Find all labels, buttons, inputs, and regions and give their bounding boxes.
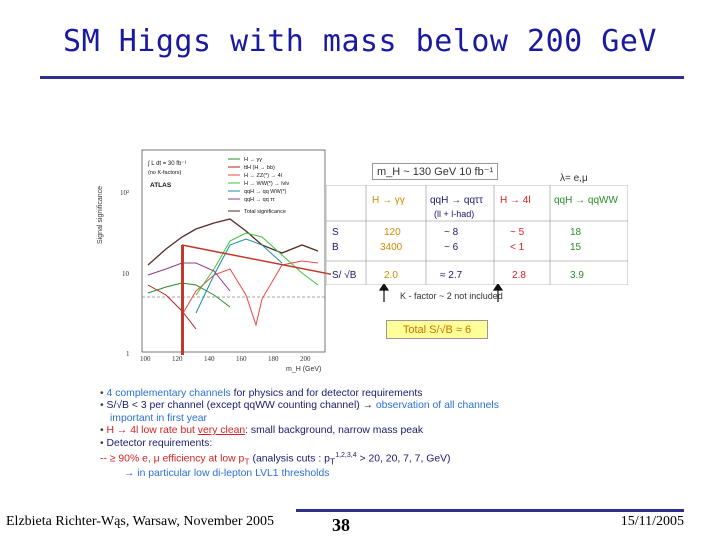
- plot-frame: [141, 149, 326, 353]
- bullet-text: observation of all channels: [375, 400, 499, 412]
- table-subheader: (ll + l-had): [434, 209, 474, 219]
- row-label: S: [332, 227, 339, 238]
- bullet-text: Detector requirements:: [106, 437, 213, 449]
- table-cell: 120: [384, 227, 401, 238]
- legend-entry: qqH → qq WW(*): [244, 189, 287, 195]
- total-significance-box: Total S/√B ≈ 6: [386, 320, 488, 339]
- bullet-item: • S/√B < 3 per channel (except qqWW coun…: [100, 400, 499, 412]
- plot-experiment: ATLAS: [150, 182, 172, 189]
- row-label: S/ √B: [332, 269, 357, 281]
- footer-date: 15/11/2005: [620, 514, 684, 529]
- bullet-continuation: important in first year: [100, 413, 560, 425]
- slide-title: SM Higgs with mass below 200 GeV: [63, 24, 657, 59]
- k-factor-note: K - factor ~ 2 not included: [400, 291, 503, 301]
- lepton-note: λ= e,μ: [560, 173, 588, 184]
- plot-ytick: 10²: [120, 189, 129, 197]
- plot-xtick: 120: [172, 355, 183, 363]
- table-cell: 2.8: [512, 270, 526, 281]
- curve-qqh-ww: [195, 238, 283, 314]
- plot-ytick: 10: [122, 270, 130, 278]
- plot-xtick: 160: [236, 355, 247, 363]
- bullet-superscript: 1,2,3,4: [335, 452, 357, 460]
- plot-lumi: ∫ L dt = 30 fb⁻¹: [147, 160, 186, 167]
- bullet-text: : small background, narrow mass peak: [245, 425, 424, 437]
- table-cell: < 1: [510, 242, 525, 253]
- table-cell: 18: [570, 227, 582, 238]
- bullet-text: H → 4l: [106, 425, 139, 437]
- bullet-item: • 4 complementary channels for physics a…: [100, 388, 423, 399]
- curve-h-gamma-gamma: [147, 282, 231, 308]
- table-cell: ~ 8: [444, 227, 459, 238]
- table-cell: ~ 6: [444, 242, 459, 253]
- up-arrow-head: [492, 284, 504, 291]
- plot-xtick: 100: [140, 355, 151, 363]
- table-cell: 3.9: [570, 270, 584, 281]
- bullet-subscript: T: [244, 456, 250, 467]
- legend-entry: H → ZZ(*) → 4l: [244, 173, 282, 179]
- bullet-text: for physics and for detector requirement…: [230, 388, 423, 399]
- significance-plot: Signal significance 10² 10 1 100 120 140…: [96, 145, 331, 375]
- legend-entry: qqH → qq ττ: [244, 197, 275, 203]
- plot-xtick: 200: [300, 355, 311, 363]
- bullet-list: • 4 complementary channels for physics a…: [100, 388, 560, 480]
- plot-ytick: 1: [126, 350, 130, 358]
- mass-lumi-box: m_H ~ 130 GeV 10 fb⁻¹: [372, 163, 498, 180]
- table-header: H → γγ: [372, 195, 405, 206]
- bullet-text: low rate but: [138, 425, 198, 437]
- curve-qqh-tautau: [147, 262, 231, 292]
- bullet-text: 4 complementary channels: [106, 388, 231, 399]
- plot-xlabel: m_H (GeV): [286, 366, 321, 373]
- bullet-subscript: T: [329, 456, 336, 467]
- table-header: qqH → qqWW: [554, 195, 618, 206]
- mass-marker-line: [181, 244, 331, 276]
- plot-lumi-note: (no K-factors): [148, 170, 181, 176]
- bullet-text: S/√B < 3 per channel (except qqWW counti…: [106, 400, 376, 412]
- footer-author: Elzbieta Richter-Wąs, Warsaw, November 2…: [6, 514, 274, 529]
- curve-total: [147, 218, 319, 266]
- legend-entry: ttH (H → bb): [244, 165, 275, 171]
- bullet-item: • Detector requirements:: [100, 437, 213, 449]
- bullet-text: (analysis cuts : p: [249, 453, 330, 465]
- up-arrow-head: [378, 284, 390, 291]
- row-label: B: [332, 242, 339, 253]
- table-cell: 15: [570, 242, 582, 253]
- bullet-text: important in first year: [110, 412, 208, 424]
- table-cell: ~ 5: [510, 227, 525, 238]
- curve-h-ww: [195, 232, 319, 296]
- legend-entry: Total significance: [244, 209, 286, 215]
- bullet-subitem: -- ≥ 90% e, μ efficiency at low pT (anal…: [100, 450, 560, 468]
- table-cell: 3400: [380, 242, 403, 253]
- k-factor-arrows: [378, 284, 504, 302]
- plot-ylabel: Signal significance: [97, 186, 104, 244]
- bullet-text: very clean: [197, 425, 246, 437]
- title-underline: [40, 76, 684, 79]
- bullet-subitem: → in particular low di-lepton LVL1 thres…: [100, 468, 560, 480]
- footer-rule: [296, 509, 684, 512]
- table-cell: ≈ 2.7: [440, 270, 463, 281]
- table-header: H → 4l: [500, 195, 531, 206]
- curve-h-zz: [181, 260, 319, 327]
- plot-xtick: 180: [268, 355, 279, 363]
- curve-tth-bb: [147, 284, 197, 330]
- bullet-text: -- ≥ 90% e, μ efficiency at low p: [100, 453, 245, 465]
- legend-entry: H → WW(*) → lνlν: [244, 181, 289, 187]
- plot-xtick: 140: [204, 355, 215, 363]
- bullet-text: > 20, 20, 7, 7, GeV): [356, 453, 451, 465]
- page-number: 38: [332, 515, 350, 535]
- legend-entry: H → γγ: [244, 157, 262, 163]
- table-cell: 2.0: [384, 270, 398, 281]
- bullet-item: • H → 4l low rate but very clean: small …: [100, 425, 424, 437]
- table-header: qqH → qqττ: [430, 195, 483, 206]
- mass-marker-bar: [181, 245, 184, 355]
- bullet-text: → in particular low di-lepton LVL1 thres…: [124, 467, 330, 479]
- channel-table: H → γγ qqH → qqττ (ll + l-had) H → 4l qq…: [326, 185, 628, 285]
